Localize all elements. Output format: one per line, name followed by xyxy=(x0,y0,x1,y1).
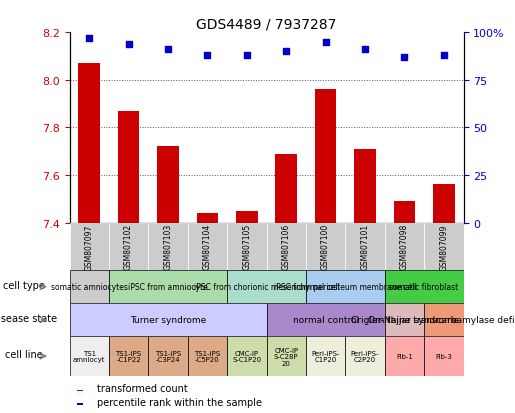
Bar xyxy=(306,223,346,271)
Bar xyxy=(345,337,385,376)
Text: transformed count: transformed count xyxy=(97,383,188,393)
Text: disease state: disease state xyxy=(0,313,57,323)
Text: GSM807101: GSM807101 xyxy=(360,224,369,270)
Text: GSM807097: GSM807097 xyxy=(85,223,94,270)
Point xyxy=(164,47,172,53)
Text: Ornithine transcarbamylase defic: Ornithine transcarbamylase defic xyxy=(368,316,515,325)
Text: TS1-iPS
-C5P20: TS1-iPS -C5P20 xyxy=(194,350,220,363)
Text: GSM807100: GSM807100 xyxy=(321,224,330,270)
Bar xyxy=(267,223,306,271)
Bar xyxy=(424,223,464,271)
Bar xyxy=(306,271,385,304)
Text: TS1-iPS
-C1P22: TS1-iPS -C1P22 xyxy=(115,350,142,363)
Bar xyxy=(70,337,109,376)
Text: iPSC from amniocyte: iPSC from amniocyte xyxy=(128,282,208,292)
Bar xyxy=(109,271,227,304)
Bar xyxy=(306,337,346,376)
Text: iPSC from chorionic mesenchymal cell: iPSC from chorionic mesenchymal cell xyxy=(194,282,339,292)
Bar xyxy=(118,112,140,223)
Text: CMC-IP
S-C1P20: CMC-IP S-C1P20 xyxy=(232,350,262,363)
Bar xyxy=(385,337,424,376)
Bar xyxy=(148,223,188,271)
Text: TS1-iPS
-C3P24: TS1-iPS -C3P24 xyxy=(155,350,181,363)
Bar xyxy=(109,223,148,271)
Bar xyxy=(227,337,267,376)
Bar xyxy=(70,304,267,337)
Bar xyxy=(354,150,376,223)
Point xyxy=(203,52,212,59)
Title: GDS4489 / 7937287: GDS4489 / 7937287 xyxy=(196,18,337,32)
Point xyxy=(282,49,290,55)
Bar xyxy=(267,337,306,376)
Bar xyxy=(77,404,83,405)
Text: GSM807102: GSM807102 xyxy=(124,224,133,270)
Text: cell type: cell type xyxy=(4,280,45,290)
Bar xyxy=(345,223,385,271)
Point xyxy=(440,52,448,59)
Bar xyxy=(188,337,227,376)
Text: somatic fibroblast: somatic fibroblast xyxy=(389,282,459,292)
Text: Peri-iPS-
C2P20: Peri-iPS- C2P20 xyxy=(351,350,379,363)
Bar xyxy=(424,304,464,337)
Text: GSM807106: GSM807106 xyxy=(282,224,290,270)
Text: cell line: cell line xyxy=(6,349,43,359)
Bar xyxy=(385,271,464,304)
Bar xyxy=(70,223,109,271)
Bar xyxy=(315,90,336,223)
Bar xyxy=(424,337,464,376)
Bar xyxy=(267,304,385,337)
Point xyxy=(400,55,408,61)
Bar xyxy=(385,223,424,271)
Text: normal control: normal control xyxy=(293,316,358,325)
Bar xyxy=(78,64,100,223)
Text: Crigler-Najjar syndrome: Crigler-Najjar syndrome xyxy=(351,316,458,325)
Bar xyxy=(433,185,455,223)
Text: Fib-3: Fib-3 xyxy=(435,353,452,359)
Text: somatic amniocytes: somatic amniocytes xyxy=(51,282,128,292)
Bar xyxy=(70,271,109,304)
Point xyxy=(125,41,133,48)
Bar xyxy=(157,147,179,223)
Bar xyxy=(77,390,83,391)
Text: GSM807098: GSM807098 xyxy=(400,224,409,270)
Bar xyxy=(227,223,267,271)
Bar xyxy=(276,154,297,223)
Text: GSM807099: GSM807099 xyxy=(439,223,448,270)
Text: GSM807104: GSM807104 xyxy=(203,224,212,270)
Text: GSM807105: GSM807105 xyxy=(243,224,251,270)
Text: percentile rank within the sample: percentile rank within the sample xyxy=(97,396,262,407)
Text: TS1
amniocyt: TS1 amniocyt xyxy=(73,350,106,363)
Bar xyxy=(393,202,415,223)
Point xyxy=(361,47,369,53)
Text: GSM807103: GSM807103 xyxy=(164,224,173,270)
Point xyxy=(243,52,251,59)
Bar xyxy=(188,223,227,271)
Text: Peri-iPS-
C1P20: Peri-iPS- C1P20 xyxy=(312,350,340,363)
Bar xyxy=(109,337,148,376)
Bar xyxy=(385,304,424,337)
Text: iPSC from periosteum membrane cell: iPSC from periosteum membrane cell xyxy=(274,282,417,292)
Point xyxy=(85,36,93,42)
Text: Fib-1: Fib-1 xyxy=(396,353,413,359)
Bar xyxy=(227,271,306,304)
Bar xyxy=(148,337,188,376)
Point xyxy=(321,39,330,46)
Bar xyxy=(236,211,258,223)
Bar xyxy=(197,214,218,223)
Text: CMC-iP
S-C28P
20: CMC-iP S-C28P 20 xyxy=(274,347,299,366)
Text: Turner syndrome: Turner syndrome xyxy=(130,316,206,325)
